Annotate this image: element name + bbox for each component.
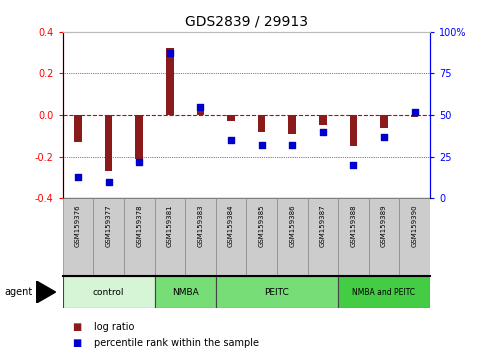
Bar [246,198,277,276]
Text: PEITC: PEITC [265,287,289,297]
Bar [105,115,113,171]
Bar [338,198,369,276]
Bar [155,276,216,308]
Bar [185,198,216,276]
Text: GSM159378: GSM159378 [136,205,142,247]
Text: GSM159387: GSM159387 [320,205,326,247]
Bar [258,115,266,132]
Point [227,137,235,143]
Text: ■: ■ [72,322,82,332]
Bar [216,198,246,276]
Text: NMBA: NMBA [172,287,199,297]
Text: GSM159386: GSM159386 [289,205,295,247]
Bar [399,198,430,276]
Text: GSM159377: GSM159377 [106,205,112,247]
Bar [63,276,155,308]
Bar [338,276,430,308]
Bar [197,109,204,115]
Text: control: control [93,287,125,297]
Bar [288,115,296,134]
Point [258,142,266,148]
Text: percentile rank within the sample: percentile rank within the sample [94,338,259,348]
Text: ■: ■ [72,338,82,348]
Text: NMBA and PEITC: NMBA and PEITC [353,287,415,297]
Bar [411,115,418,117]
Text: GSM159390: GSM159390 [412,205,418,247]
Text: GSM159384: GSM159384 [228,205,234,247]
Bar [216,276,338,308]
Point [197,104,204,110]
Bar [308,198,338,276]
Text: GSM159376: GSM159376 [75,205,81,247]
Point [319,129,327,135]
Point [166,51,174,56]
Bar [369,198,399,276]
Point [74,174,82,179]
Bar [124,198,155,276]
Text: log ratio: log ratio [94,322,135,332]
Point [288,142,296,148]
Text: GSM159381: GSM159381 [167,205,173,247]
Bar [227,115,235,121]
Point [350,162,357,168]
Bar [319,115,327,125]
Bar [63,198,93,276]
Text: agent: agent [5,287,33,297]
Point [411,109,418,115]
Bar [74,115,82,142]
Bar [93,198,124,276]
Bar [277,198,308,276]
Bar [135,115,143,159]
Text: GSM159385: GSM159385 [258,205,265,247]
Point [135,159,143,165]
Text: GDS2839 / 29913: GDS2839 / 29913 [185,14,308,28]
Bar [166,48,174,115]
Bar [155,198,185,276]
Bar [380,115,388,127]
Polygon shape [36,281,56,303]
Text: GSM159383: GSM159383 [198,205,203,247]
Point [380,134,388,139]
Bar [350,115,357,146]
Text: GSM159389: GSM159389 [381,205,387,247]
Text: GSM159388: GSM159388 [350,205,356,247]
Point [105,179,113,184]
